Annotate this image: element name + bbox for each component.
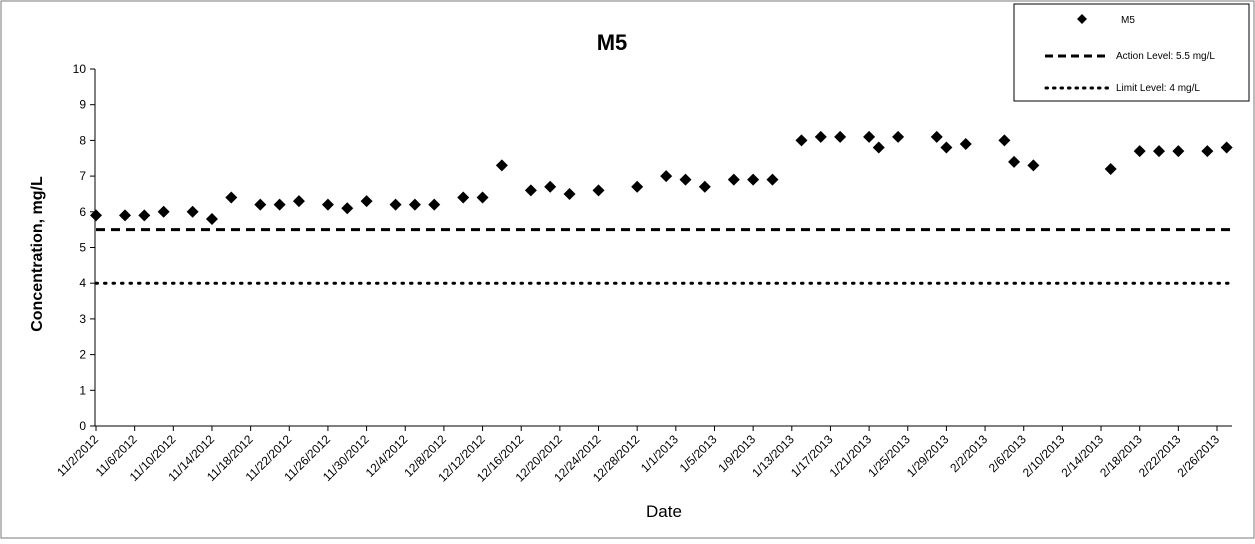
data-point <box>930 130 943 143</box>
y-tick-label: 7 <box>79 169 86 183</box>
y-tick-label: 0 <box>79 419 86 433</box>
y-tick-label: 9 <box>79 98 86 112</box>
data-point <box>1172 145 1185 158</box>
data-point <box>631 180 644 193</box>
legend-diamond-marker <box>1077 14 1087 24</box>
data-point <box>1027 159 1040 172</box>
data-point <box>959 137 972 150</box>
data-point <box>863 130 876 143</box>
data-point <box>592 184 605 197</box>
data-point <box>872 141 885 154</box>
data-point <box>747 173 760 186</box>
data-point <box>118 209 131 222</box>
y-tick-label: 10 <box>73 62 87 76</box>
data-point <box>998 134 1011 147</box>
data-point <box>90 209 102 222</box>
chart-title: M5 <box>597 30 628 55</box>
x-axis-title: Date <box>646 502 682 521</box>
data-point <box>457 191 470 204</box>
y-axis-title: Concentration, mg/L <box>29 176 46 332</box>
data-point <box>389 198 402 211</box>
data-point <box>225 191 238 204</box>
legend-box <box>1013 3 1250 102</box>
data-point <box>360 195 373 208</box>
data-point <box>544 180 557 193</box>
data-point <box>186 205 199 218</box>
y-tick-label: 5 <box>79 241 86 255</box>
data-point <box>727 173 740 186</box>
y-tick-label: 8 <box>79 133 86 147</box>
data-point <box>292 195 305 208</box>
data-point <box>795 134 808 147</box>
y-tick-label: 1 <box>79 383 86 397</box>
data-point <box>698 180 711 193</box>
data-point <box>563 187 576 200</box>
data-point <box>1133 145 1146 158</box>
data-point <box>273 198 286 211</box>
data-point <box>341 202 354 215</box>
data-point <box>1008 155 1021 168</box>
y-tick-label: 4 <box>79 276 86 290</box>
data-point <box>1220 141 1233 154</box>
legend-label-m5: M5 <box>1121 15 1135 26</box>
legend-label-limit-level: Limit Level: 4 mg/L <box>1116 83 1200 94</box>
data-point <box>660 170 673 183</box>
data-point <box>1104 162 1117 175</box>
data-point <box>834 130 847 143</box>
data-point <box>495 159 508 172</box>
data-point <box>428 198 441 211</box>
data-point <box>1201 145 1214 158</box>
data-point <box>321 198 334 211</box>
data-point <box>476 191 489 204</box>
data-point <box>408 198 421 211</box>
data-point <box>205 212 218 225</box>
data-point <box>814 130 827 143</box>
data-point <box>766 173 779 186</box>
data-point <box>940 141 953 154</box>
data-point <box>157 205 170 218</box>
data-point <box>892 130 905 143</box>
legend: M5 Action Level: 5.5 mg/L Limit Level: 4… <box>1013 3 1250 102</box>
data-point <box>138 209 151 222</box>
y-tick-label: 3 <box>79 312 86 326</box>
data-point <box>524 184 537 197</box>
y-tick-label: 6 <box>79 205 86 219</box>
legend-label-action-level: Action Level: 5.5 mg/L <box>1116 51 1215 62</box>
y-tick-label: 2 <box>79 348 86 362</box>
data-point <box>679 173 692 186</box>
data-point <box>1153 145 1166 158</box>
data-point <box>254 198 267 211</box>
